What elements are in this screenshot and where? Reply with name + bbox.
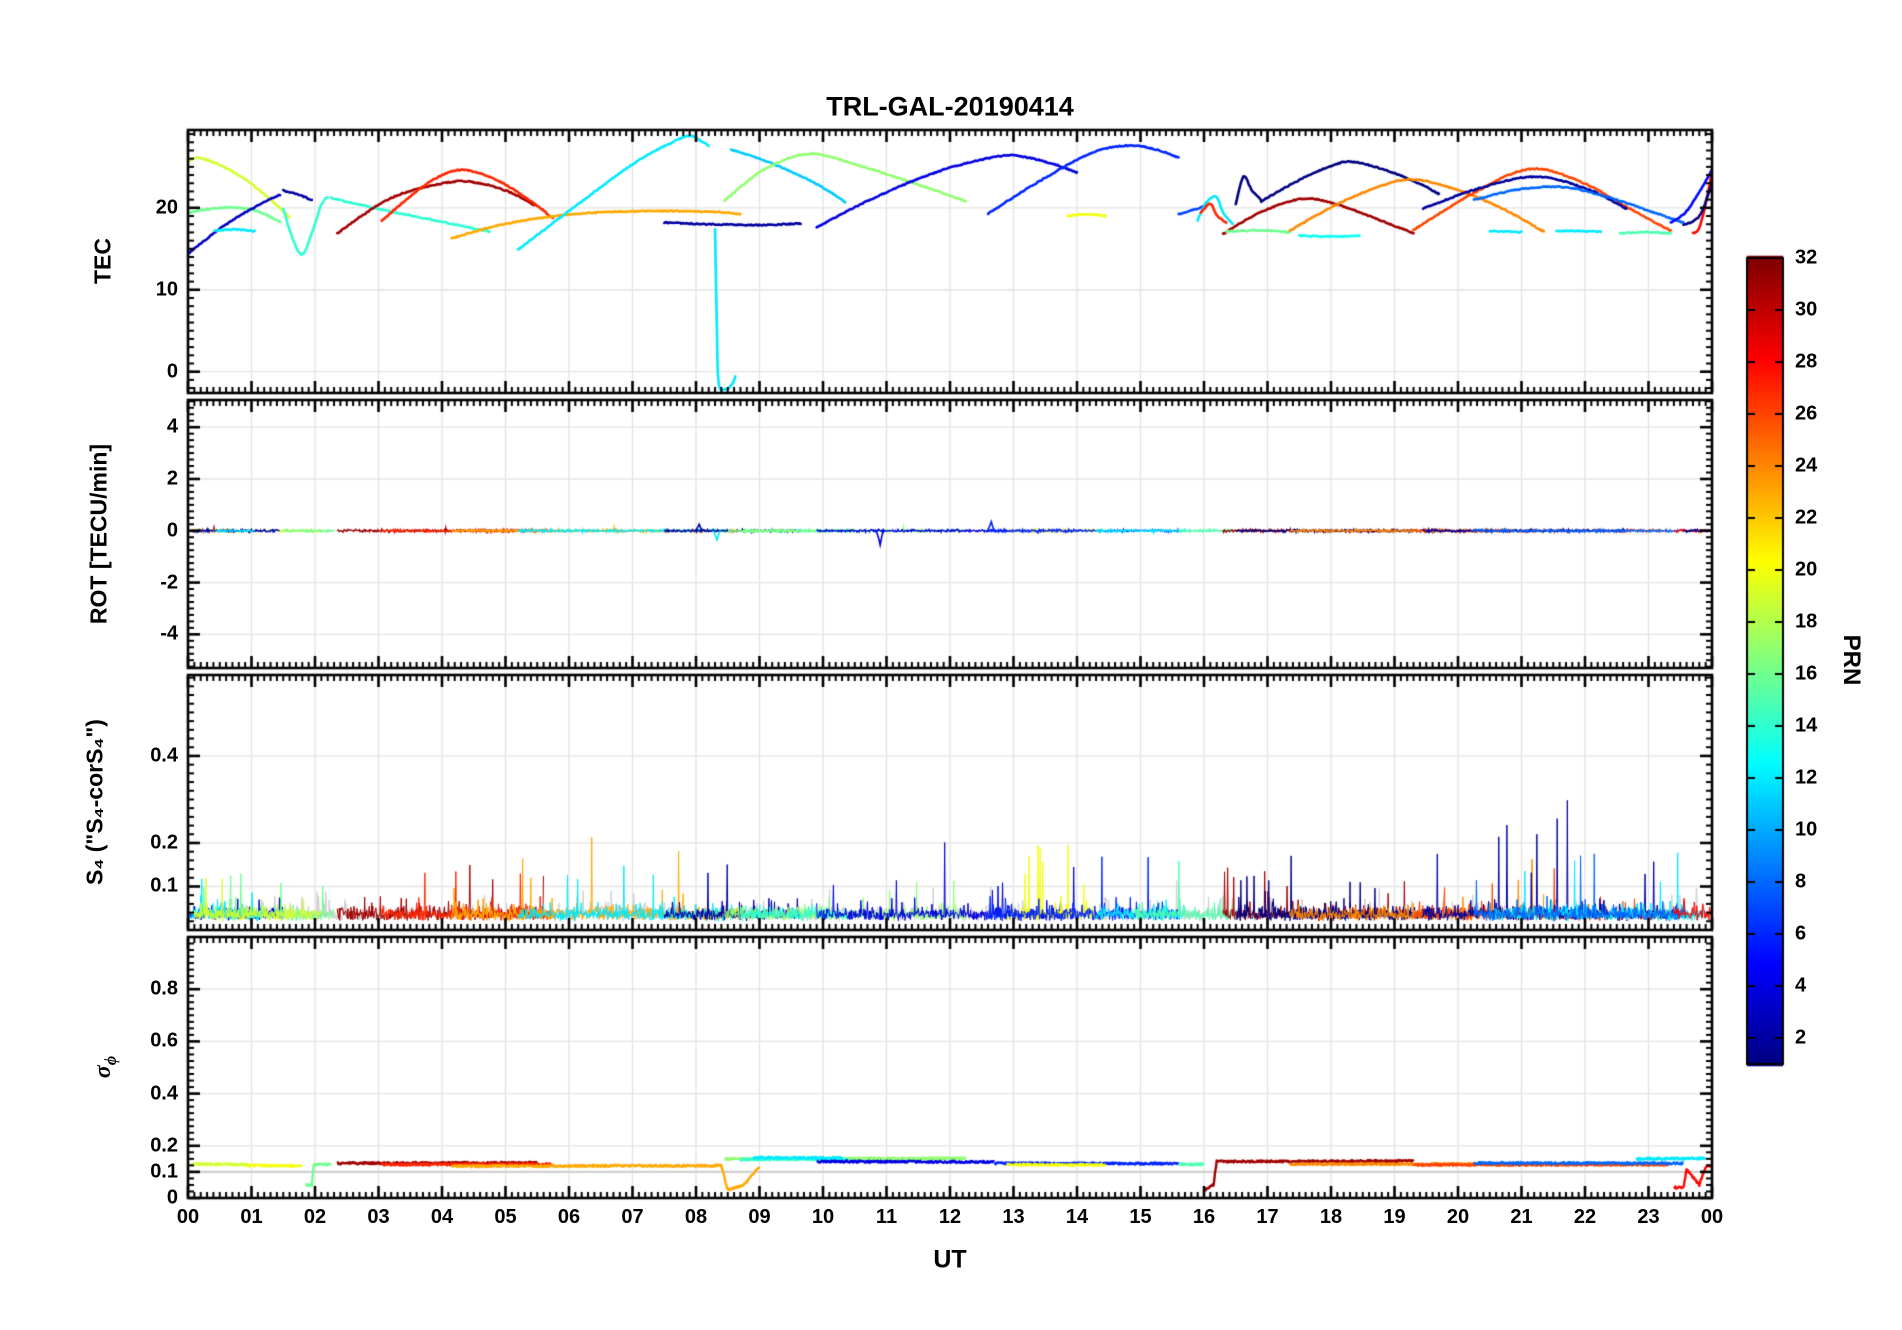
colorbar-tick-label: 16: [1795, 662, 1818, 685]
colorbar-tick-label: 28: [1795, 350, 1818, 373]
y-tick-label: 0.8: [150, 977, 178, 1000]
colorbar-tick-label: 4: [1795, 974, 1807, 997]
x-tick-label: 09: [748, 1206, 771, 1228]
x-tick-label: 03: [367, 1206, 390, 1228]
colorbar-tick-label: 26: [1795, 402, 1818, 425]
x-tick-label: 08: [684, 1206, 708, 1228]
x-tick-label: 00: [176, 1206, 200, 1228]
x-tick-label: 14: [1065, 1206, 1089, 1228]
y-tick-label: -2: [160, 571, 178, 594]
x-tick-label: 06: [557, 1206, 581, 1228]
y-tick-label: 0.6: [150, 1029, 178, 1052]
x-tick-label: 11: [875, 1206, 898, 1228]
x-axis-label: UT: [933, 1245, 967, 1274]
sigma-symbol: σ: [90, 1065, 116, 1079]
x-tick-label: 18: [1319, 1206, 1343, 1228]
colorbar-tick-label: 6: [1795, 922, 1807, 945]
y-tick-label: 0.2: [150, 1134, 178, 1157]
x-tick-label: 21: [1510, 1206, 1533, 1228]
y-tick-label: 0: [166, 519, 178, 542]
y-tick-label: 2: [166, 467, 178, 490]
y-axis-label-rot: ROT [TECU/min]: [85, 443, 112, 625]
y-tick-label: 0.1: [150, 1160, 178, 1183]
x-tick-label: 07: [621, 1206, 644, 1228]
y-tick-label: 20: [155, 196, 178, 219]
x-tick-label: 20: [1446, 1206, 1470, 1228]
x-tick-label: 22: [1573, 1206, 1597, 1228]
colorbar-tick-label: 32: [1795, 246, 1818, 269]
colorbar-tick-label: 2: [1795, 1026, 1807, 1049]
phi-subscript: ϕ: [100, 1055, 120, 1066]
colorbar-tick-label: 14: [1795, 714, 1818, 737]
y-tick-label: 0.4: [150, 1082, 178, 1105]
y-tick-label: 0.1: [150, 874, 178, 897]
y-axis-label-s4: S₄ ("S₄-corS₄"): [81, 719, 108, 885]
y-axis-label-tec: TEC: [89, 238, 116, 284]
y-tick-label: 0: [166, 1186, 178, 1209]
y-tick-label: -4: [160, 622, 178, 645]
x-tick-label: 13: [1002, 1206, 1025, 1228]
y-tick-label: 0: [166, 360, 178, 383]
x-tick-label: 15: [1129, 1206, 1152, 1228]
colorbar-tick-label: 18: [1795, 610, 1818, 633]
y-tick-label: 0.2: [150, 831, 178, 854]
x-tick-label: 05: [494, 1206, 517, 1228]
colorbar-tick-label: 30: [1795, 298, 1818, 321]
x-tick-label: 00: [1700, 1206, 1724, 1228]
y-tick-label: 0.4: [150, 744, 178, 767]
colorbar-tick-label: 10: [1795, 818, 1818, 841]
colorbar-tick-label: 20: [1795, 558, 1818, 581]
colorbar-tick-label: 24: [1795, 454, 1818, 477]
y-axis-label-sigma-phi: σϕ: [89, 1055, 120, 1079]
x-tick-label: 04: [430, 1206, 454, 1228]
y-tick-label: 4: [166, 415, 178, 438]
x-tick-label: 02: [303, 1206, 327, 1228]
colorbar-tick-label: 22: [1795, 506, 1818, 529]
colorbar-tick-label: 8: [1795, 870, 1807, 893]
x-tick-label: 23: [1637, 1206, 1660, 1228]
colorbar-label: PRN: [1838, 634, 1865, 686]
x-tick-label: 16: [1192, 1206, 1216, 1228]
x-tick-label: 12: [938, 1206, 962, 1228]
colorbar-tick-label: 12: [1795, 766, 1818, 789]
y-tick-label: 10: [155, 278, 178, 301]
x-tick-label: 10: [811, 1206, 835, 1228]
x-tick-label: 17: [1256, 1206, 1279, 1228]
x-tick-label: 01: [240, 1206, 263, 1228]
x-tick-label: 19: [1383, 1206, 1406, 1228]
chart-title: TRL-GAL-20190414: [826, 91, 1074, 122]
